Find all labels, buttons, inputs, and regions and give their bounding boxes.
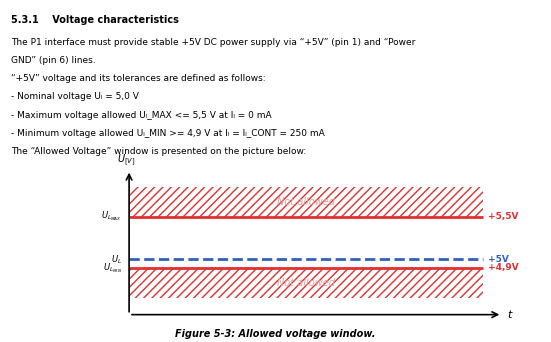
- Text: Figure 5-3: Allowed voltage window.: Figure 5-3: Allowed voltage window.: [175, 329, 376, 339]
- Bar: [129, 268, 483, 298]
- Text: “+5V” voltage and its tolerances are defined as follows:: “+5V” voltage and its tolerances are def…: [11, 74, 266, 83]
- Text: The “Allowed Voltage” window is presented on the picture below:: The “Allowed Voltage” window is presente…: [11, 147, 306, 156]
- Text: Not allowed: Not allowed: [277, 197, 335, 207]
- Text: $U_{L_{MIN}}$: $U_{L_{MIN}}$: [103, 261, 122, 275]
- Text: The P1 interface must provide stable +5V DC power supply via “+5V” (pin 1) and “: The P1 interface must provide stable +5V…: [11, 38, 415, 47]
- Text: - Nominal voltage Uₗ = 5,0 V: - Nominal voltage Uₗ = 5,0 V: [11, 92, 139, 101]
- Bar: [129, 187, 483, 216]
- Text: +5,5V: +5,5V: [488, 212, 518, 221]
- Text: +4,9V: +4,9V: [488, 263, 519, 272]
- Text: t: t: [507, 310, 511, 320]
- Text: $U_L$: $U_L$: [111, 253, 122, 265]
- Text: $U_{L_{MAX}}$: $U_{L_{MAX}}$: [101, 210, 122, 223]
- Text: $U_{[V]}$: $U_{[V]}$: [117, 152, 136, 168]
- Text: Not allowed: Not allowed: [277, 278, 335, 288]
- Text: +5V: +5V: [488, 255, 509, 264]
- Text: - Maximum voltage allowed Uₗ_MAX <= 5,5 V at Iₗ = 0 mA: - Maximum voltage allowed Uₗ_MAX <= 5,5 …: [11, 111, 272, 120]
- Text: 5.3.1    Voltage characteristics: 5.3.1 Voltage characteristics: [11, 15, 179, 25]
- Text: - Minimum voltage allowed Uₗ_MIN >= 4,9 V at Iₗ = Iₗ_CONT = 250 mA: - Minimum voltage allowed Uₗ_MIN >= 4,9 …: [11, 129, 325, 138]
- Text: GND” (pin 6) lines.: GND” (pin 6) lines.: [11, 56, 96, 65]
